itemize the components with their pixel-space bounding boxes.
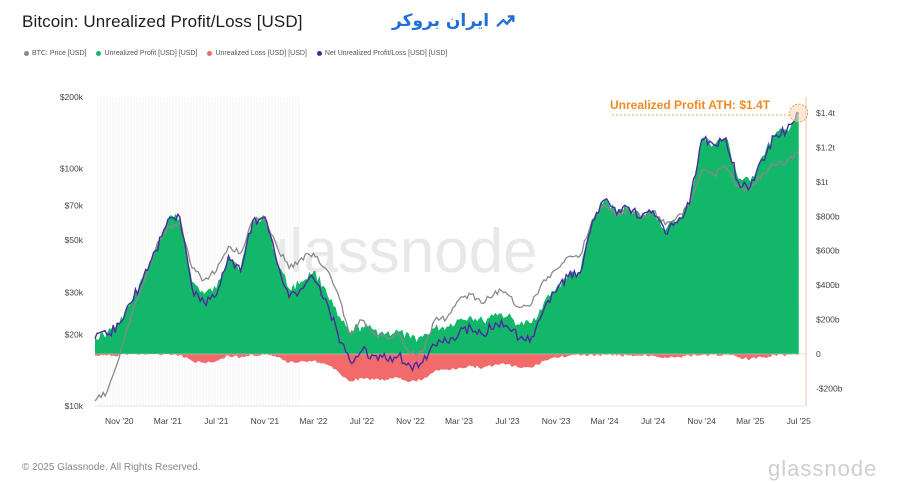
brand-logo: ایران بروکر (392, 10, 517, 32)
footer-copyright: © 2025 Glassnode. All Rights Reserved. (22, 462, 201, 473)
x-axis-tick-label: Mar '25 (736, 416, 764, 426)
chart-watermark: glassnode (255, 217, 538, 286)
x-axis-tick-label: Mar '22 (299, 416, 327, 426)
left-axis-tick-label: $20k (65, 330, 84, 340)
x-axis-tick-label: Mar '21 (154, 416, 182, 426)
legend-dot-loss (207, 51, 213, 56)
right-axis-tick-label: $600b (816, 246, 840, 256)
x-axis-tick-label: Jul '21 (204, 416, 229, 426)
x-axis-tick-label: Nov '22 (396, 416, 425, 426)
chart-legend: BTC: Price [USD] Unrealized Profit [USD]… (24, 50, 447, 57)
right-axis-tick-label: $1.2t (816, 142, 836, 152)
right-axis-tick-label: -$200b (816, 383, 843, 393)
left-axis-tick-label: $200k (60, 92, 84, 102)
legend-dot-net (316, 51, 322, 56)
legend-item-price[interactable]: BTC: Price [USD] (24, 50, 86, 57)
x-axis-tick-label: Jul '25 (787, 416, 812, 426)
ath-annotation-label: Unrealized Profit ATH: $1.4T (610, 98, 771, 112)
legend-dot-profit (96, 51, 102, 56)
x-axis-tick-label: Jul '24 (641, 416, 666, 426)
x-axis-tick-label: Jul '23 (495, 416, 520, 426)
legend-label-net: Net Unrealized Profit/Loss [USD] [USD] (324, 50, 448, 57)
series-line-net-unrealized (94, 111, 799, 373)
x-axis-tick-label: Mar '23 (445, 416, 473, 426)
right-axis-tick-label: 0 (816, 349, 821, 359)
right-axis-tick-label: $1t (816, 177, 828, 187)
x-axis-tick-label: Mar '24 (591, 416, 619, 426)
x-axis-tick-label: Nov '24 (687, 416, 716, 426)
right-axis-tick-label: $1.4t (816, 108, 836, 118)
series-area-unrealized-loss (95, 354, 799, 382)
series-area-unrealized-profit (95, 111, 799, 355)
legend-dot-price (24, 51, 29, 56)
right-axis-tick-label: $800b (816, 211, 840, 221)
legend-label-loss: Unrealized Loss [USD] [USD] (215, 50, 307, 57)
legend-item-net[interactable]: Net Unrealized Profit/Loss [USD] [USD] (316, 50, 448, 57)
right-axis-tick-label: $400b (816, 280, 840, 290)
left-axis-tick-label: $100k (60, 163, 84, 173)
trend-arrow-icon (496, 15, 515, 27)
series-line-btc-price (94, 150, 800, 402)
legend-label-profit: Unrealized Profit [USD] [USD] (104, 50, 198, 57)
left-axis-tick-label: $70k (65, 200, 84, 210)
legend-item-loss[interactable]: Unrealized Loss [USD] [USD] (207, 50, 307, 57)
x-axis-tick-label: Nov '20 (105, 416, 134, 426)
right-axis-tick-label: $200b (816, 315, 840, 325)
legend-item-profit[interactable]: Unrealized Profit [USD] [USD] (96, 50, 197, 57)
left-axis-tick-label: $30k (65, 288, 84, 298)
brand-text: ایران بروکر (392, 11, 490, 31)
chart-area[interactable]: glassnode $10k $20k $30k $50k $70k $100k $200k -… (0, 0, 900, 471)
x-axis-tick-label: Nov '21 (251, 416, 280, 426)
left-axis-tick-label: $10k (65, 401, 84, 411)
x-axis-tick-label: Nov '23 (542, 416, 571, 426)
chart-title: Bitcoin: Unrealized Profit/Loss [USD] (22, 12, 303, 31)
legend-label-price: BTC: Price [USD] (32, 50, 87, 57)
footer-logo: glassnode (768, 456, 878, 481)
left-axis-tick-label: $50k (65, 235, 84, 245)
ath-marker (789, 103, 809, 123)
x-axis-tick-label: Jul '22 (350, 416, 375, 426)
